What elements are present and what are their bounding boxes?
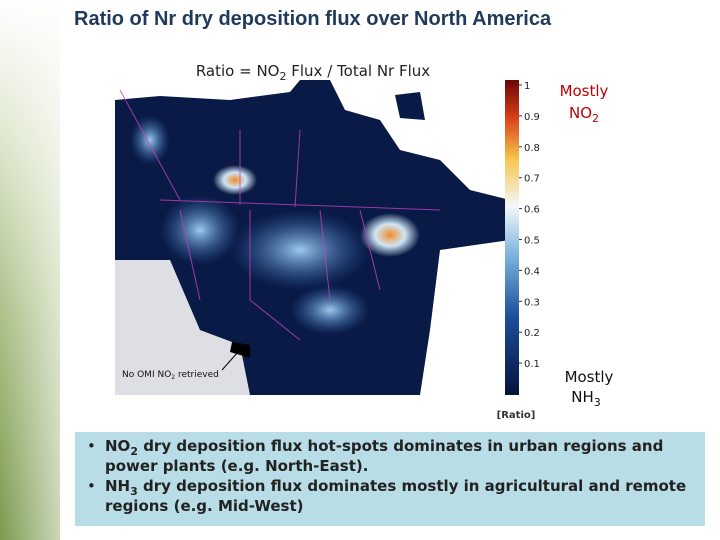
- bullet-sub: 3: [130, 485, 138, 498]
- colorbar-tick-label: 1: [524, 81, 530, 92]
- colorbar-tick-label: 0.9: [524, 112, 540, 123]
- colorbar-tick-label: 0.6: [524, 205, 540, 216]
- map: [115, 80, 510, 395]
- side-fade: [0, 0, 60, 540]
- bottom-label: Mostly: [565, 368, 614, 386]
- colorbar-tick-label: 0.3: [524, 297, 540, 308]
- map-title-sub: 2: [279, 70, 286, 83]
- bullet-box: NO2 dry deposition flux hot-spots domina…: [75, 432, 705, 526]
- colorbar-tick-label: 0.5: [524, 236, 540, 247]
- colorbar-tick-label: 0.4: [524, 266, 540, 277]
- bullet-text: dry deposition flux dominates mostly in …: [105, 477, 687, 515]
- top-label-sub: 2: [592, 112, 599, 125]
- note-sub: 2: [171, 374, 175, 381]
- bullet: NO2 dry deposition flux hot-spots domina…: [87, 436, 699, 476]
- bullet-text: NH: [105, 477, 131, 495]
- note-text: No OMI NO: [122, 370, 171, 380]
- bullet: NH3 dry deposition flux dominates mostly…: [87, 476, 699, 516]
- bottom-label-sub: 3: [594, 396, 601, 409]
- map-title-text: Ratio = NO: [196, 62, 280, 80]
- note-text: retrieved: [175, 370, 219, 380]
- colorbar-tick-label: 0.1: [524, 359, 540, 370]
- colorbar: [505, 80, 519, 395]
- colorbar-tick-label: 0.2: [524, 328, 540, 339]
- bottom-label: NH3: [571, 388, 601, 409]
- map-title: Ratio = NO2 Flux / Total Nr Flux: [196, 62, 430, 83]
- top-label-text: NO: [569, 104, 592, 122]
- colorbar-unit: [Ratio]: [497, 410, 536, 421]
- slide-title: Ratio of Nr dry deposition flux over Nor…: [74, 8, 552, 30]
- bullet-sub: 2: [130, 445, 138, 458]
- map-title-text: Flux / Total Nr Flux: [286, 62, 430, 80]
- bullet-list: NO2 dry deposition flux hot-spots domina…: [83, 436, 699, 516]
- colorbar-tick-label: 0.8: [524, 143, 540, 154]
- top-label: NO2: [569, 104, 599, 125]
- map-note: No OMI NO2 retrieved: [122, 370, 219, 381]
- colorbar-tick-label: 0.7: [524, 174, 540, 185]
- top-label: Mostly: [560, 82, 609, 100]
- bullet-text: NO: [105, 437, 131, 455]
- bullet-text: dry deposition flux hot-spots dominates …: [105, 437, 664, 475]
- bottom-label-text: NH: [571, 388, 594, 406]
